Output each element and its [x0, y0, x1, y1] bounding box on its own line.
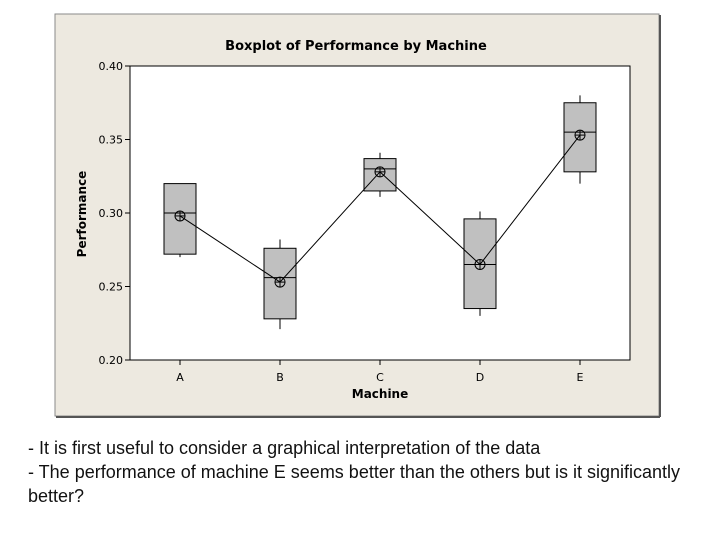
- y-tick-label: 0.25: [99, 281, 124, 294]
- y-tick-label: 0.30: [99, 207, 124, 220]
- plot-area: [129, 65, 631, 361]
- caption-line-1: - It is first useful to consider a graph…: [28, 438, 541, 458]
- y-axis-label: Performance: [75, 171, 89, 258]
- chart-title: Boxplot of Performance by Machine: [225, 39, 487, 54]
- caption: - It is first useful to consider a graph…: [28, 436, 698, 508]
- y-tick-label: 0.20: [99, 354, 124, 367]
- x-tick-label: D: [476, 371, 484, 384]
- mean-line-group: [174, 129, 586, 288]
- caption-line-2: - The performance of machine E seems bet…: [28, 462, 680, 506]
- x-axis: A B C D E: [176, 360, 584, 384]
- x-tick-label: E: [577, 371, 584, 384]
- x-tick-label: B: [276, 371, 284, 384]
- x-tick-label: A: [176, 371, 184, 384]
- y-axis: 0.20 0.25 0.30 0.35 0.40: [99, 60, 130, 367]
- x-axis-label: Machine: [352, 387, 409, 401]
- x-tick-label: C: [376, 371, 384, 384]
- y-tick-label: 0.35: [99, 134, 124, 147]
- boxplot-chart: Boxplot of Performance by Machine Perfor…: [54, 13, 661, 418]
- y-tick-label: 0.40: [99, 60, 124, 73]
